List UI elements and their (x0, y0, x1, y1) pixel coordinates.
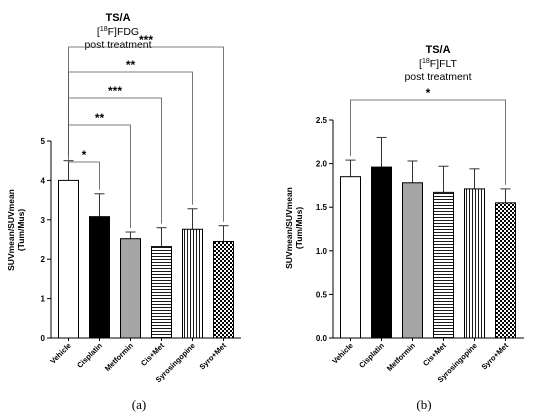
x-tick-label: Vehicle (330, 341, 355, 366)
panel-a-ylabel-line2: (Tum/Mus) (16, 209, 26, 252)
bar-cis-met (151, 246, 172, 339)
significance-bracket (68, 156, 100, 190)
panel-b-header: TS/A [18F]FLT post treatment (404, 44, 471, 83)
significance-label: *** (139, 33, 153, 47)
bar-vehicle (340, 176, 361, 339)
bar-syro-met (495, 202, 516, 339)
y-tick-label: 0.0 (316, 334, 328, 343)
bar-metformin (120, 238, 141, 339)
panel-b-title: TS/A (425, 44, 450, 56)
x-tick-label: Cis+Met (139, 341, 166, 368)
significance-label: ** (95, 111, 105, 125)
y-tick-label: 0 (41, 334, 46, 343)
panel-a-ylabel-line1: SUVmean/SUVmean (6, 189, 16, 271)
significance-bracket (350, 99, 506, 185)
y-tick-label: 2.0 (316, 160, 328, 169)
significance-label: *** (108, 84, 122, 98)
y-tick-label: 2 (41, 255, 46, 264)
panel-b-subtitle: post treatment (404, 71, 471, 83)
panel-b-caption: (b) (416, 397, 431, 412)
x-tick-label: Cisplatin (357, 341, 386, 370)
panel-a-plot: 0 1 2 3 4 5 Vehicle Cisplatin Metformin Cis+Met Sy… (41, 33, 241, 384)
x-tick-label: Vehicle (48, 341, 73, 366)
bar-syrosingopine (464, 188, 485, 339)
panel-b-ylabel-line1: SUVmean/SUVmean (284, 187, 294, 269)
panel-a-ylabel: SUVmean/SUVmean (Tum/Mus) (6, 189, 26, 271)
panel-a-header: TS/A [18F]FDG post treatment (84, 12, 151, 51)
bar-syro-met (213, 240, 234, 339)
x-tick-label: Syro+Met (198, 341, 229, 372)
bar-metformin (402, 182, 423, 339)
y-tick-label: 1 (41, 295, 46, 304)
y-tick-label: 5 (41, 137, 46, 146)
panel-b-ylabel: SUVmean/SUVmean (Tum/Mus) (284, 187, 304, 269)
panel-a-caption: (a) (132, 397, 146, 412)
x-tick-label: Syro+Met (480, 341, 511, 372)
panel-a-tracer: [18F]FDG (97, 26, 139, 38)
y-tick-label: 3 (41, 216, 46, 225)
panel-b-plot: 0.0 0.5 1.0 1.5 2.0 2.5 Vehicle Cisplatin Metfor… (316, 86, 524, 384)
x-tick-label: Cis+Met (421, 341, 448, 368)
y-tick-label: 1.5 (316, 203, 328, 212)
bar-cis-met (433, 191, 454, 339)
y-tick-label: 4 (41, 176, 46, 185)
significance-label: * (426, 86, 431, 100)
x-tick-label: Metformin (385, 341, 417, 373)
significance-label: ** (126, 58, 136, 72)
x-tick-label: Cisplatin (75, 341, 104, 370)
y-tick-label: 1.0 (316, 247, 328, 256)
panel-a-title: TS/A (105, 12, 130, 24)
bar-cisplatin (89, 216, 110, 339)
x-tick-label: Metformin (103, 341, 135, 373)
panel-b-ylabel-line2: (Tum/Mus) (294, 207, 304, 250)
significance-label: * (82, 148, 87, 162)
bar-vehicle (58, 179, 79, 339)
bar-cisplatin (371, 166, 392, 339)
significance-bracket (68, 46, 224, 222)
bar-syrosingopine (182, 228, 203, 339)
panel-a-subtitle: post treatment (84, 39, 151, 51)
y-tick-label: 2.5 (316, 116, 328, 125)
panel-b-tracer: [18F]FLT (419, 58, 458, 70)
y-tick-label: 0.5 (316, 290, 328, 299)
